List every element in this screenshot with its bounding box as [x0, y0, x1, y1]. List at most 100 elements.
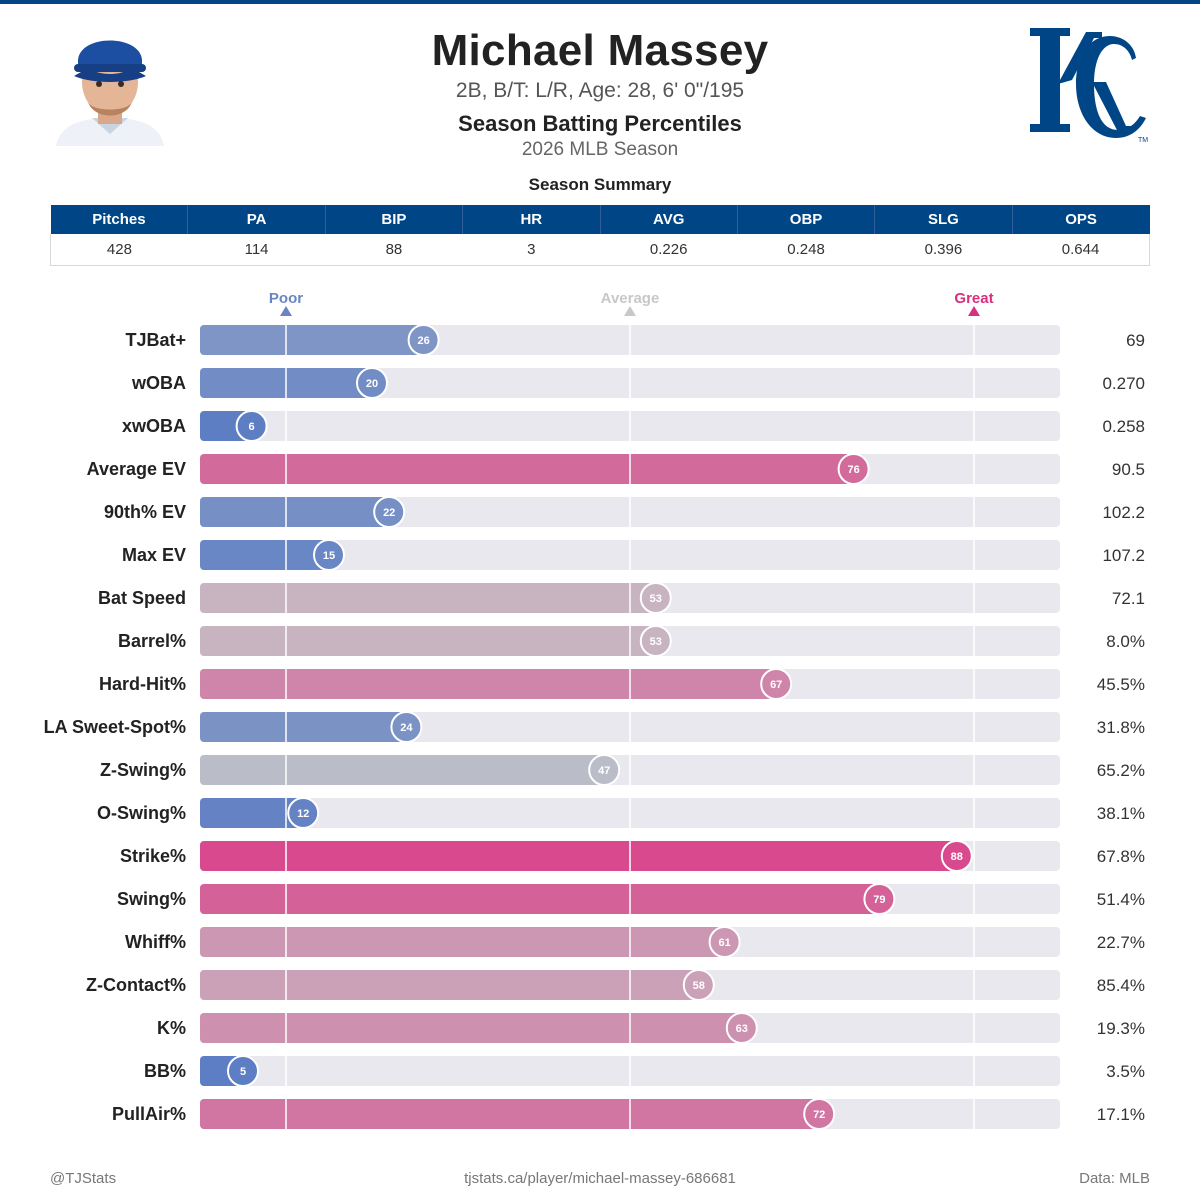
percentile-value: 72	[813, 1109, 825, 1121]
metric-value: 19.3%	[1097, 1019, 1145, 1038]
metric-value: 0.258	[1102, 417, 1145, 436]
summary-value-row: 428 114 88 3 0.226 0.248 0.396 0.644	[49, 234, 1151, 266]
percentile-bar	[200, 841, 957, 871]
percentile-marker	[863, 883, 896, 915]
metric-label: PullAir%	[112, 1104, 186, 1124]
percentile-bar	[200, 884, 880, 914]
percentile-bar	[200, 497, 390, 527]
percentile-value: 15	[323, 550, 335, 562]
percentile-marker	[725, 1012, 758, 1044]
percentile-marker	[313, 539, 345, 571]
footer-handle: @TJStats	[50, 1170, 117, 1187]
metric-value: 3.5%	[1106, 1062, 1145, 1081]
percentile-bar	[200, 540, 329, 570]
percentile-value: 24	[400, 722, 413, 734]
metric-value: 0.270	[1102, 374, 1145, 393]
metric-value: 51.4%	[1097, 890, 1145, 909]
metric-label: O-Swing%	[97, 803, 186, 823]
percentile-value: 63	[736, 1023, 748, 1035]
percentile-value: 6	[249, 421, 255, 433]
metric-label: Barrel%	[118, 631, 186, 651]
percentile-marker	[940, 840, 973, 872]
metric-value: 69	[1126, 331, 1145, 350]
percentile-value: 5	[240, 1066, 246, 1078]
top-rule	[0, 0, 1200, 4]
footer-url: tjstats.ca/player/michael-massey-686681	[464, 1170, 736, 1187]
percentile-marker	[708, 926, 741, 958]
summary-value-cell: 3	[462, 234, 600, 266]
percentile-marker	[356, 367, 388, 399]
percentile-bar	[200, 325, 424, 355]
percentile-bar	[200, 454, 854, 484]
percentile-marker	[373, 496, 406, 528]
percentile-value: 67	[770, 679, 782, 691]
metric-label: Average EV	[87, 459, 186, 479]
percentile-bar	[200, 626, 656, 656]
summary-value-cell: 428	[49, 234, 188, 266]
metric-label: Whiff%	[125, 932, 186, 952]
percentile-value: 12	[297, 808, 309, 820]
percentile-marker	[227, 1055, 259, 1087]
metric-value: 85.4%	[1097, 976, 1145, 995]
metric-value: 102.2	[1102, 503, 1145, 522]
percentile-value: 26	[417, 335, 429, 347]
metric-label: TJBat+	[125, 330, 186, 350]
scale-label-poor: Poor	[268, 290, 304, 307]
percentile-marker	[390, 711, 423, 743]
season-summary-table: Pitches PA BIP HR AVG OBP SLG OPS 428 11…	[49, 205, 1151, 266]
metric-label: LA Sweet-Spot%	[44, 717, 186, 737]
percentile-value: 88	[951, 851, 963, 863]
summary-value-cell: 88	[325, 234, 463, 266]
scale-arrow-average-icon	[624, 306, 636, 316]
metric-label: xwOBA	[122, 416, 186, 436]
percentile-bar	[200, 1099, 820, 1129]
metric-value: 65.2%	[1097, 761, 1145, 780]
player-info: 2B, B/T: L/R, Age: 28, 6' 0"/195	[455, 79, 745, 102]
metric-label: K%	[157, 1018, 186, 1038]
percentile-marker	[682, 969, 715, 1001]
metric-value: 38.1%	[1097, 804, 1145, 823]
percentile-value: 61	[718, 937, 730, 949]
metric-value: 90.5	[1112, 460, 1145, 479]
team-logo-mark	[1030, 28, 1146, 138]
metric-value: 17.1%	[1097, 1105, 1145, 1124]
metric-value: 8.0%	[1106, 632, 1145, 651]
summary-header-cell: SLG	[874, 205, 1013, 234]
percentile-value: 53	[650, 636, 662, 648]
summary-value-cell: 0.248	[737, 234, 875, 266]
player-headshot	[48, 24, 172, 146]
summary-value-cell: 114	[187, 234, 326, 266]
season-title: 2026 MLB Season	[521, 139, 679, 160]
team-logo: TM	[1030, 28, 1148, 144]
metric-label: Z-Contact%	[86, 975, 186, 995]
summary-header-cell: Pitches	[50, 205, 189, 234]
percentile-marker	[287, 797, 320, 829]
percentile-value: 20	[366, 378, 378, 390]
summary-value-cell: 0.226	[600, 234, 738, 266]
percentile-bar	[200, 583, 656, 613]
metric-label: Max EV	[122, 545, 186, 565]
percentile-value: 58	[693, 980, 705, 992]
percentile-bar	[200, 755, 605, 785]
percentile-bar	[200, 798, 304, 828]
percentile-marker	[407, 324, 440, 356]
summary-header-cell: AVG	[600, 205, 738, 234]
player-name: Michael Massey	[431, 26, 769, 75]
percentile-marker	[639, 625, 672, 657]
percentile-value: 79	[873, 894, 885, 906]
metric-value: 67.8%	[1097, 847, 1145, 866]
metric-label: Bat Speed	[98, 588, 186, 608]
percentile-marker	[760, 668, 793, 700]
scale-label-average: Average	[600, 290, 660, 307]
scale-label-great: Great	[954, 290, 994, 307]
metric-value: 107.2	[1102, 546, 1145, 565]
metric-label: BB%	[144, 1061, 186, 1081]
metric-value: 72.1	[1112, 589, 1145, 608]
summary-header-cell: PA	[187, 205, 326, 234]
summary-header-cell: OPS	[1012, 205, 1150, 234]
team-logo-tm: TM	[1138, 137, 1148, 144]
metric-label: Swing%	[117, 889, 186, 909]
metric-label: Strike%	[120, 846, 186, 866]
summary-title: Season Summary	[528, 175, 672, 194]
